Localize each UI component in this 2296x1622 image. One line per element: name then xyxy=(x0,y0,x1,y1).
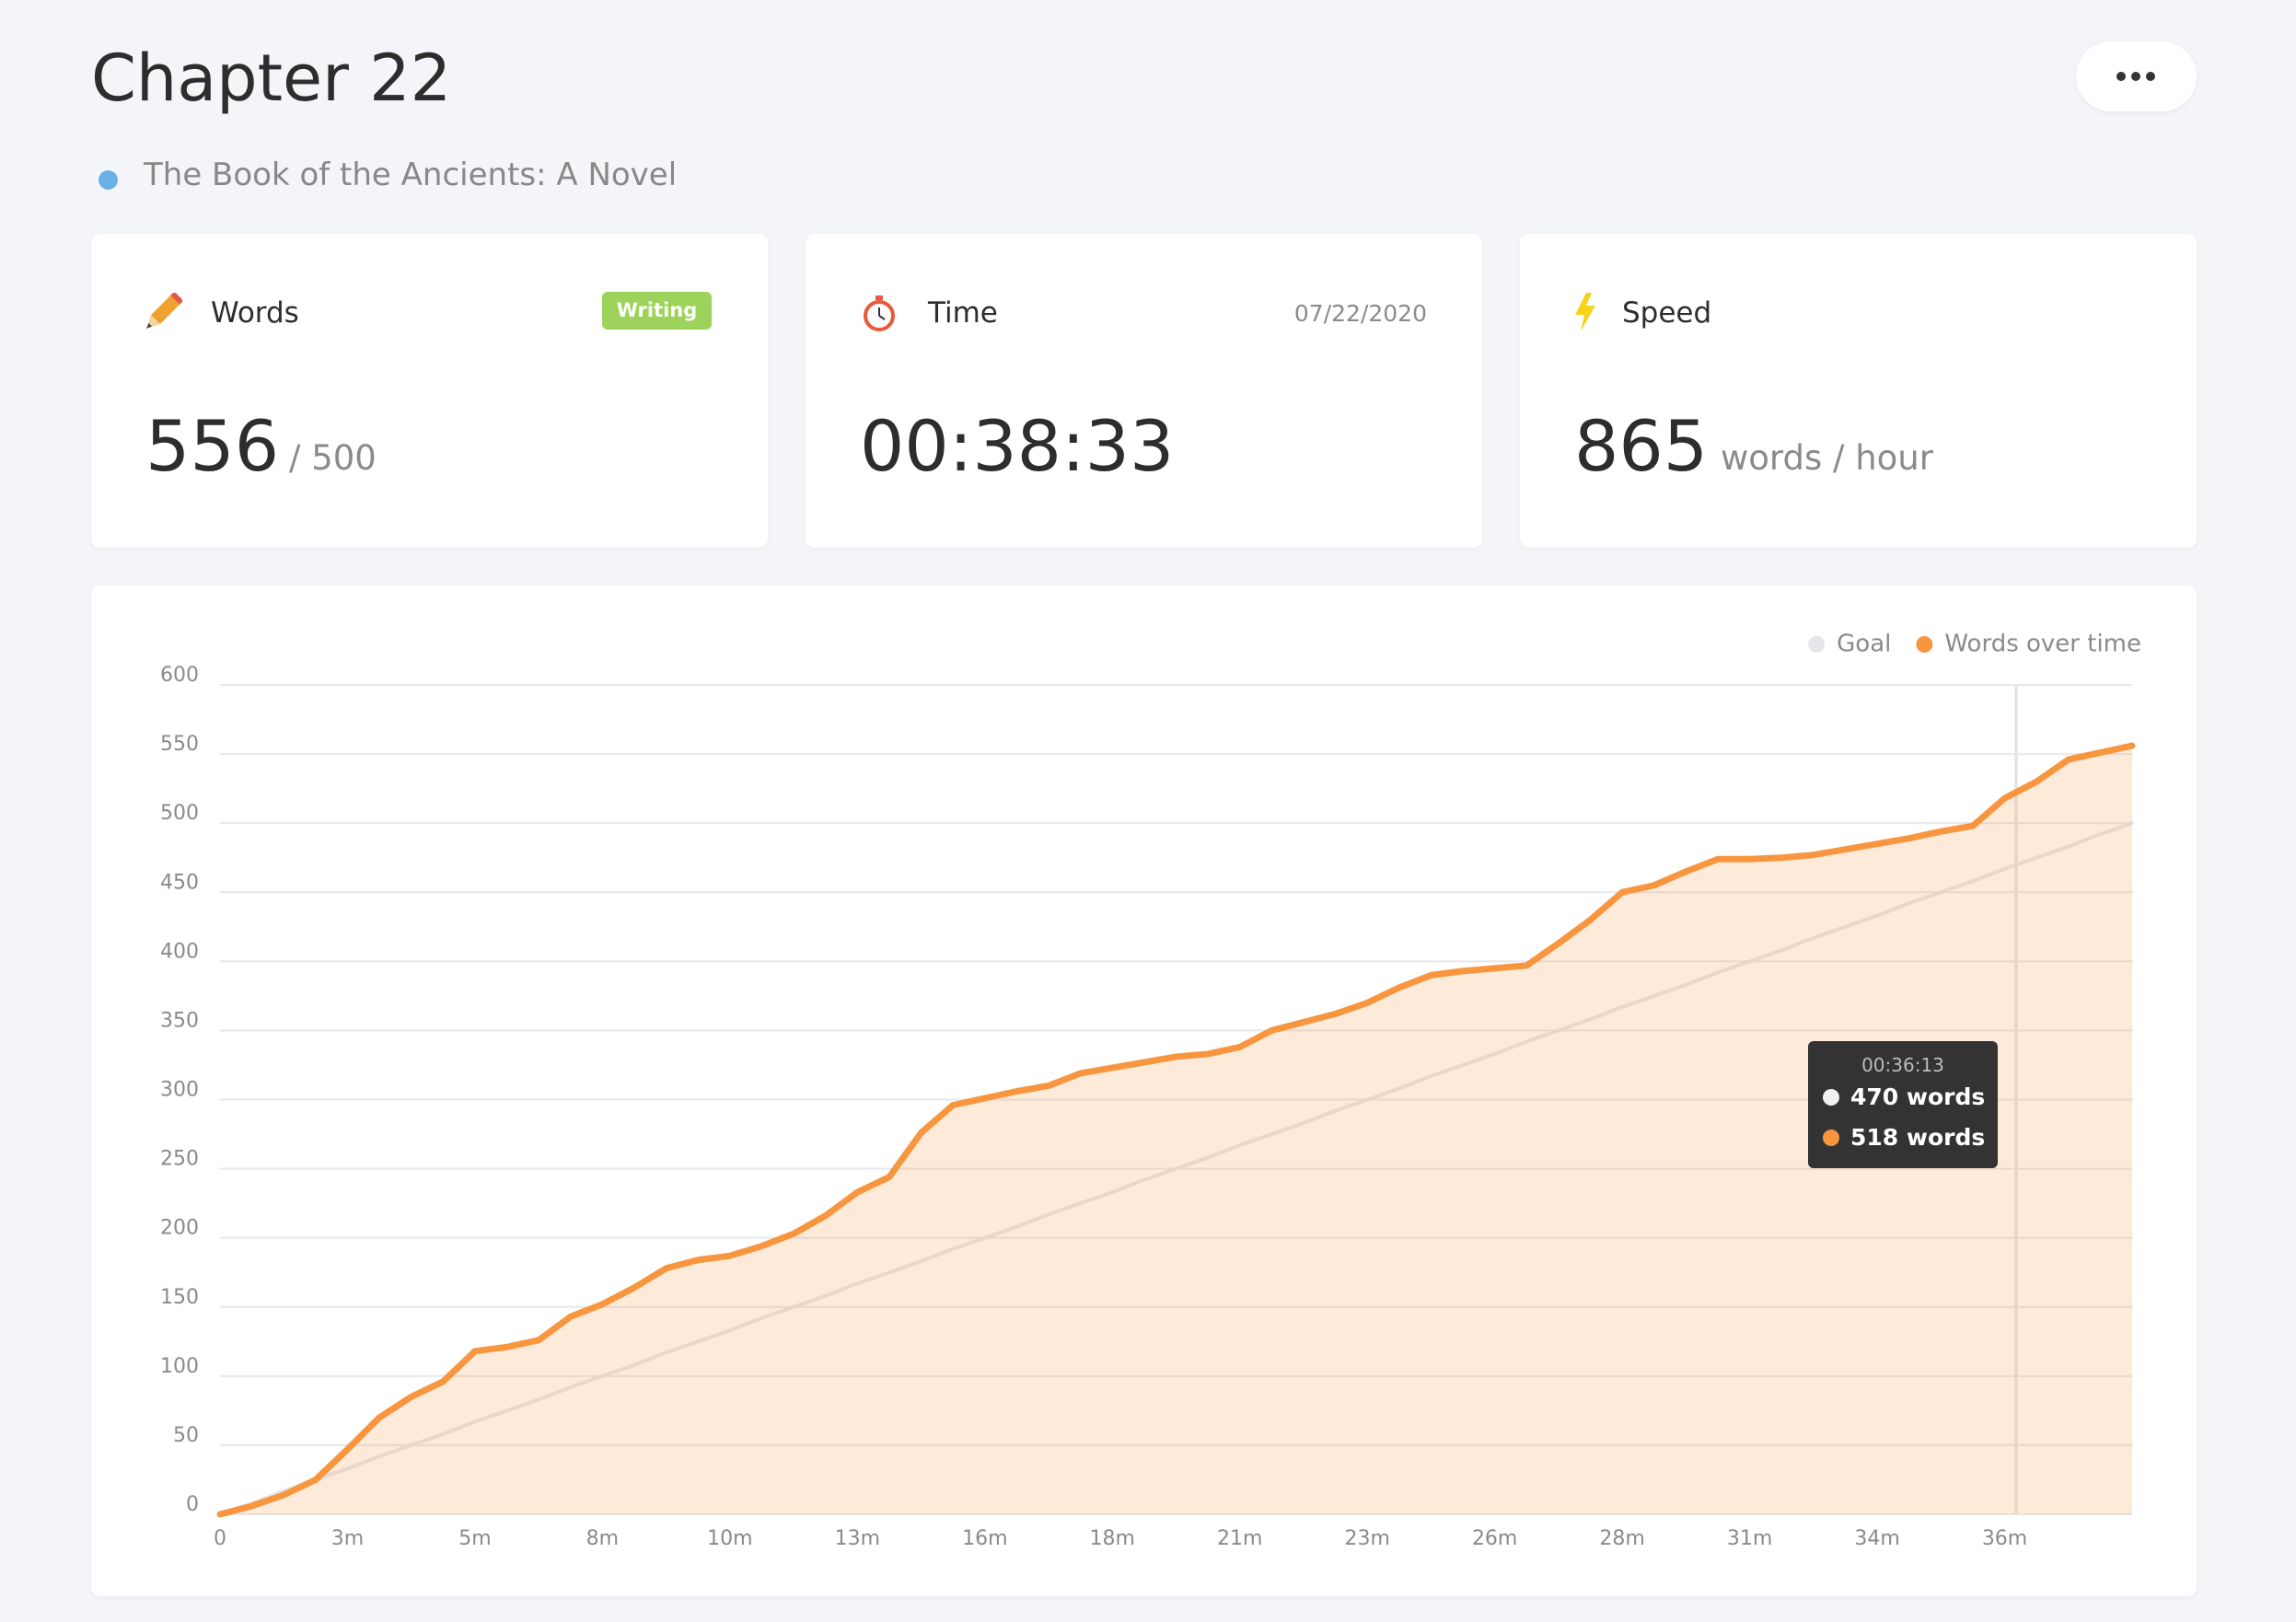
chapter-title: Chapter 22 xyxy=(91,41,452,116)
x-tick-label: 23m xyxy=(1344,1527,1389,1550)
y-tick-label: 100 xyxy=(160,1355,199,1378)
tooltip-value: 518 words xyxy=(1850,1124,1986,1151)
legend-label: Words over time xyxy=(1944,631,2141,658)
legend-swatch xyxy=(1916,636,1933,653)
x-tick-label: 13m xyxy=(835,1527,880,1550)
stopwatch-icon xyxy=(864,295,895,331)
more-button[interactable] xyxy=(2076,41,2197,111)
legend-swatch xyxy=(1808,636,1826,653)
x-tick-label: 5m xyxy=(458,1527,491,1550)
x-tick-label: 0 xyxy=(214,1527,226,1550)
y-tick-label: 500 xyxy=(160,802,199,825)
x-tick-label: 28m xyxy=(1599,1527,1644,1550)
y-tick-label: 250 xyxy=(160,1148,199,1171)
tooltip-value: 470 words xyxy=(1850,1083,1986,1110)
card-label: Speed xyxy=(1622,296,1712,330)
y-tick-label: 600 xyxy=(160,664,199,687)
y-tick-label: 50 xyxy=(173,1424,199,1447)
x-tick-label: 16m xyxy=(962,1527,1007,1550)
y-tick-label: 400 xyxy=(160,940,199,963)
y-tick-label: 300 xyxy=(160,1079,199,1102)
speed-value: 865 xyxy=(1574,405,1709,487)
x-tick-label: 36m xyxy=(1982,1527,2027,1550)
y-tick-label: 150 xyxy=(160,1286,199,1309)
tooltip-row: 518 words xyxy=(1823,1124,1985,1151)
word-count: 556 xyxy=(145,405,280,487)
card-label: Time xyxy=(928,296,998,330)
series-line xyxy=(218,821,2134,1516)
x-tick-label: 34m xyxy=(1854,1527,1899,1550)
words-card: Words Writing 556 / 500 xyxy=(91,234,768,548)
speed-card: Speed 865 words / hour xyxy=(1520,234,2197,548)
speed-unit: words / hour xyxy=(1721,438,1933,478)
session-date: 07/22/2020 xyxy=(1293,300,1427,327)
tooltip-row: 470 words xyxy=(1823,1083,1985,1110)
bolt-icon xyxy=(1575,293,1595,331)
card-label: Words xyxy=(211,296,299,330)
x-tick-label: 8m xyxy=(586,1527,619,1550)
y-tick-label: 350 xyxy=(160,1009,199,1032)
y-tick-label: 0 xyxy=(186,1493,199,1516)
x-tick-label: 10m xyxy=(707,1527,752,1550)
time-card: Time 07/22/2020 00:38:33 xyxy=(806,234,1482,548)
tooltip-swatch xyxy=(1823,1129,1839,1146)
status-badge: Writing xyxy=(602,292,712,330)
x-tick-label: 21m xyxy=(1217,1527,1262,1550)
x-tick-label: 18m xyxy=(1090,1527,1135,1550)
tooltip: 00:36:13 470 words 518 words xyxy=(1808,1041,1998,1168)
tooltip-swatch xyxy=(1823,1088,1839,1106)
x-tick-label: 26m xyxy=(1472,1527,1517,1550)
x-tick-label: 3m xyxy=(331,1527,364,1550)
project-dot xyxy=(99,170,118,190)
y-tick-label: 550 xyxy=(160,733,199,756)
session-time: 00:38:33 xyxy=(860,405,1175,487)
project-name[interactable]: The Book of the Ancients: A Novel xyxy=(144,156,678,193)
tooltip-time: 00:36:13 xyxy=(1861,1054,1944,1076)
word-goal: / 500 xyxy=(289,438,377,478)
y-tick-label: 200 xyxy=(160,1217,199,1240)
legend-label: Goal xyxy=(1837,631,1891,658)
series-line xyxy=(216,742,2136,1518)
y-tick-label: 450 xyxy=(160,871,199,894)
area xyxy=(220,746,2132,1514)
pencil-icon xyxy=(146,293,182,329)
more-icon xyxy=(2116,72,2155,81)
x-tick-label: 31m xyxy=(1727,1527,1772,1550)
